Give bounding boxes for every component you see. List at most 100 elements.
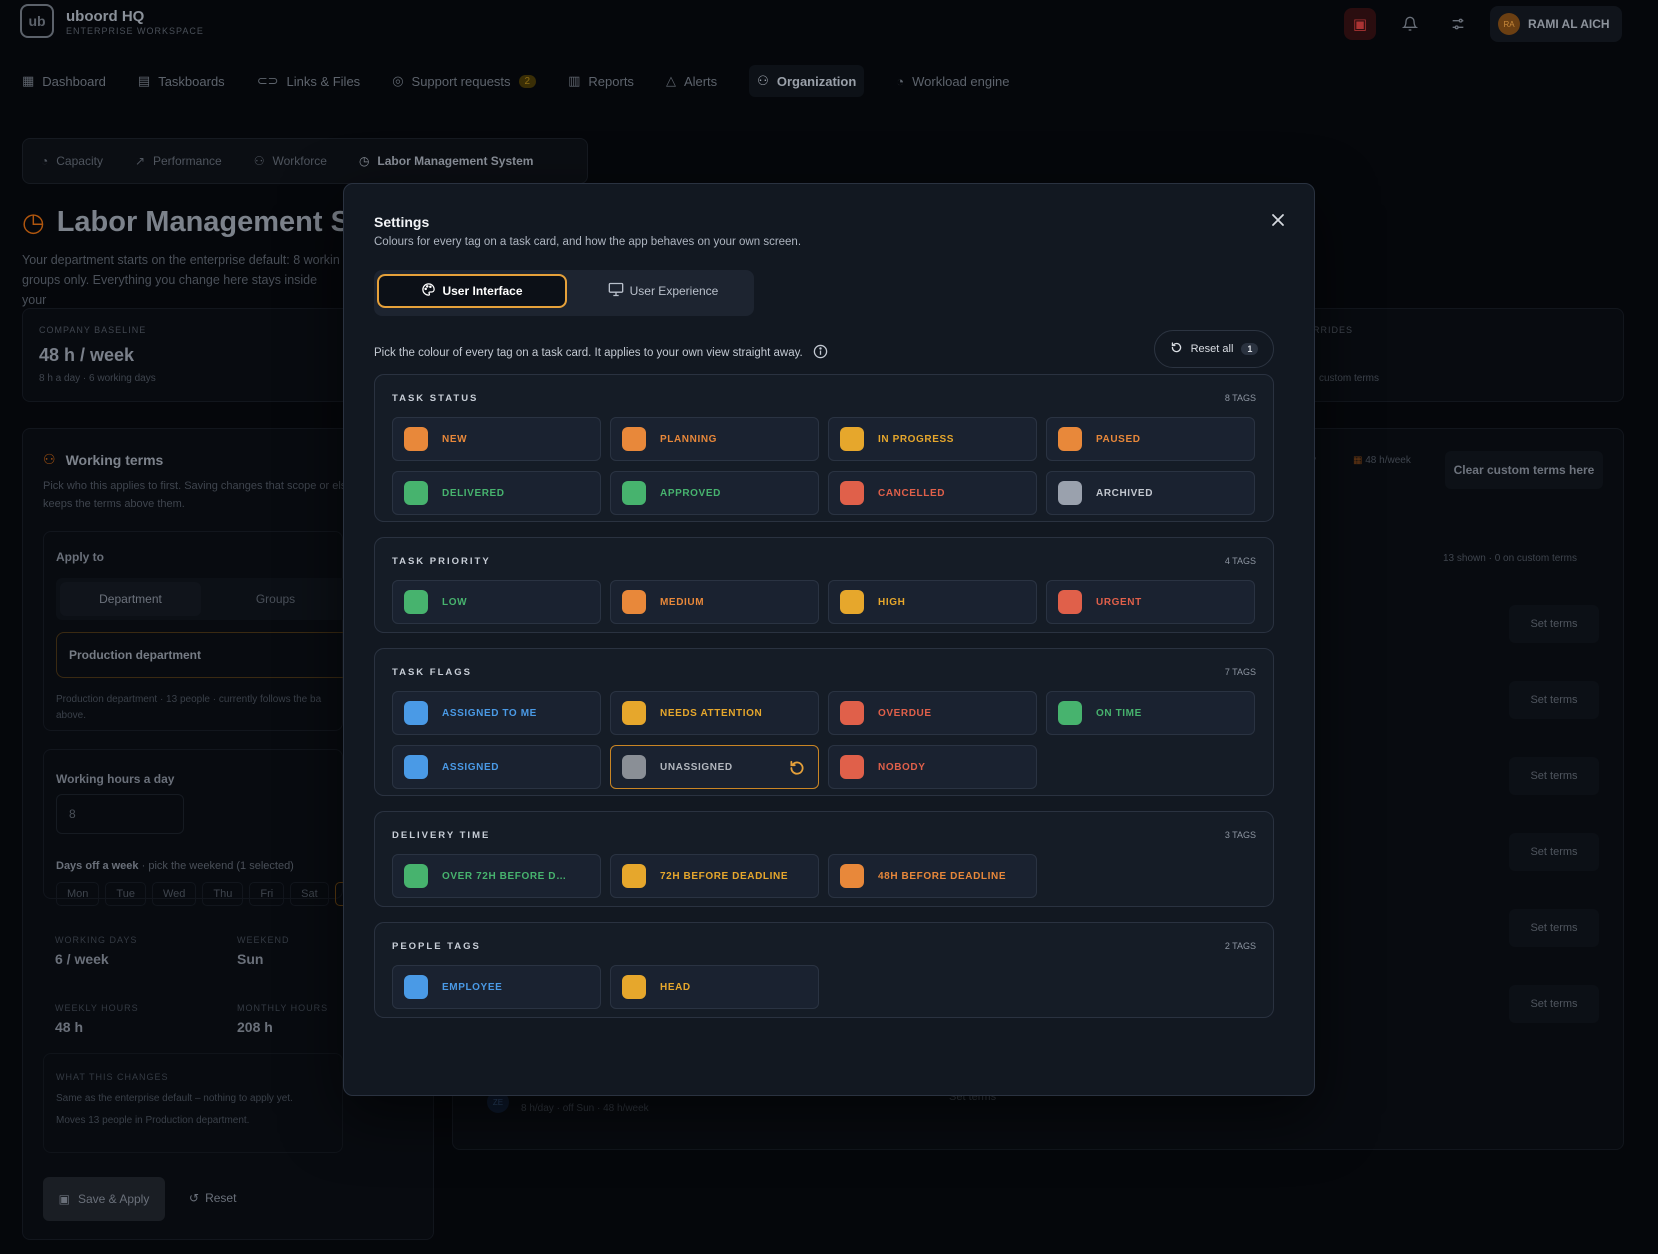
nav-reports[interactable]: ▥ Reports: [568, 73, 634, 89]
tag-label: OVERDUE: [878, 707, 932, 719]
day-fri[interactable]: Fri: [249, 882, 285, 906]
tag-on-time[interactable]: ON TIME: [1046, 691, 1255, 735]
set-terms-button[interactable]: Set terms: [1509, 909, 1599, 947]
colour-swatch[interactable]: [622, 481, 646, 505]
subtab-capacity[interactable]: ◔ Capacity: [41, 154, 103, 168]
tag-label: NEW: [442, 433, 468, 445]
clear-custom-terms-button[interactable]: Clear custom terms here: [1445, 451, 1603, 489]
hours-input[interactable]: 8: [56, 794, 184, 834]
nav-taskboards[interactable]: ▤ Taskboards: [138, 73, 225, 89]
tag-assigned[interactable]: ASSIGNED: [392, 745, 601, 789]
tag-cancelled[interactable]: CANCELLED: [828, 471, 1037, 515]
tag-unassigned[interactable]: UNASSIGNED: [610, 745, 819, 789]
sliders-icon[interactable]: [1442, 8, 1474, 40]
colour-swatch[interactable]: [840, 481, 864, 505]
colour-swatch[interactable]: [622, 755, 646, 779]
day-mon[interactable]: Mon: [56, 882, 100, 906]
colour-swatch[interactable]: [1058, 590, 1082, 614]
set-terms-button[interactable]: Set terms: [1509, 681, 1599, 719]
working-terms-title: ⚇ Working terms: [43, 451, 163, 468]
nav-workload-engine[interactable]: ◔ Workload engine: [896, 74, 1009, 89]
colour-swatch[interactable]: [622, 427, 646, 451]
colour-swatch[interactable]: [1058, 701, 1082, 725]
colour-swatch[interactable]: [622, 975, 646, 999]
subtab-workforce[interactable]: ⚇ Workforce: [254, 154, 327, 168]
tag-new[interactable]: NEW: [392, 417, 601, 461]
save-apply-button[interactable]: ▣ Save & Apply: [43, 1177, 165, 1221]
section-tag-count: 3 TAGS: [1224, 830, 1256, 840]
set-terms-button[interactable]: Set terms: [1509, 833, 1599, 871]
close-icon[interactable]: [1264, 206, 1292, 234]
tab-user-experience[interactable]: User Experience: [568, 274, 758, 308]
tag-needs-attention[interactable]: NEEDS ATTENTION: [610, 691, 819, 735]
colour-swatch[interactable]: [840, 864, 864, 888]
colour-swatch[interactable]: [404, 427, 428, 451]
nav-alerts[interactable]: △ Alerts: [666, 73, 717, 89]
stat-label: WORKING DAYS: [55, 935, 138, 945]
colour-swatch[interactable]: [404, 864, 428, 888]
colour-swatch[interactable]: [622, 864, 646, 888]
day-thu[interactable]: Thu: [202, 882, 244, 906]
colour-swatch[interactable]: [840, 590, 864, 614]
tag-colour-hint: Pick the colour of every tag on a task c…: [374, 344, 828, 362]
set-terms-button[interactable]: Set terms: [1509, 605, 1599, 643]
colour-swatch[interactable]: [840, 701, 864, 725]
section-title: TASK FLAGS: [392, 667, 472, 678]
avatar: RA: [1498, 13, 1520, 35]
set-terms-button[interactable]: Set terms: [1509, 985, 1599, 1023]
calendar-alert-icon[interactable]: ▣: [1344, 8, 1376, 40]
tag-head[interactable]: HEAD: [610, 965, 819, 1009]
scope-department[interactable]: Department: [60, 582, 201, 616]
tag-high[interactable]: HIGH: [828, 580, 1037, 624]
nav-organization[interactable]: ⚇ Organization: [749, 65, 865, 97]
bell-icon[interactable]: [1394, 8, 1426, 40]
nav-support-requests[interactable]: ◎ Support requests 2: [392, 73, 537, 89]
tag-72h-before-deadline[interactable]: 72H BEFORE DEADLINE: [610, 854, 819, 898]
tag-medium[interactable]: MEDIUM: [610, 580, 819, 624]
tag-label: ASSIGNED: [442, 761, 500, 773]
tag-approved[interactable]: APPROVED: [610, 471, 819, 515]
nav-dashboard[interactable]: ▦ Dashboard: [22, 73, 106, 89]
colour-swatch[interactable]: [840, 427, 864, 451]
colour-swatch[interactable]: [404, 975, 428, 999]
tag-overdue[interactable]: OVERDUE: [828, 691, 1037, 735]
tag-archived[interactable]: ARCHIVED: [1046, 471, 1255, 515]
colour-swatch[interactable]: [404, 481, 428, 505]
subtab-performance[interactable]: ↗ Performance: [135, 154, 222, 168]
subtab-labor-management[interactable]: ◷ Labor Management System: [359, 154, 534, 168]
tag-low[interactable]: LOW: [392, 580, 601, 624]
colour-swatch[interactable]: [840, 755, 864, 779]
colour-swatch[interactable]: [404, 701, 428, 725]
stat-value: Sun: [237, 951, 264, 967]
colour-swatch[interactable]: [404, 755, 428, 779]
user-menu[interactable]: RA RAMI AL AICH: [1490, 6, 1622, 42]
stat-label: MONTHLY HOURS: [237, 1003, 329, 1013]
department-select[interactable]: Production department: [56, 632, 356, 678]
tab-user-interface[interactable]: User Interface: [377, 274, 567, 308]
colour-swatch[interactable]: [622, 701, 646, 725]
scope-groups[interactable]: Groups: [255, 592, 296, 606]
info-icon[interactable]: [813, 344, 828, 362]
tag-in-progress[interactable]: IN PROGRESS: [828, 417, 1037, 461]
tag-48h-before-deadline[interactable]: 48H BEFORE DEADLINE: [828, 854, 1037, 898]
nav-links-files[interactable]: ⊂⊃ Links & Files: [257, 73, 361, 89]
day-sat[interactable]: Sat: [290, 882, 329, 906]
day-wed[interactable]: Wed: [151, 882, 197, 906]
colour-swatch[interactable]: [1058, 481, 1082, 505]
tag-urgent[interactable]: URGENT: [1046, 580, 1255, 624]
reset-tag-icon[interactable]: [788, 759, 806, 777]
tag-assigned-to-me[interactable]: ASSIGNED TO ME: [392, 691, 601, 735]
tag-nobody[interactable]: NOBODY: [828, 745, 1037, 789]
tag-over-72h-before-de[interactable]: OVER 72H BEFORE DE...: [392, 854, 601, 898]
reset-all-button[interactable]: Reset all 1: [1154, 330, 1274, 368]
tag-delivered[interactable]: DELIVERED: [392, 471, 601, 515]
colour-swatch[interactable]: [1058, 427, 1082, 451]
tag-employee[interactable]: EMPLOYEE: [392, 965, 601, 1009]
set-terms-button[interactable]: Set terms: [1509, 757, 1599, 795]
day-tue[interactable]: Tue: [105, 882, 146, 906]
tag-planning[interactable]: PLANNING: [610, 417, 819, 461]
colour-swatch[interactable]: [622, 590, 646, 614]
colour-swatch[interactable]: [404, 590, 428, 614]
tag-paused[interactable]: PAUSED: [1046, 417, 1255, 461]
reset-button[interactable]: ↺ Reset: [189, 1191, 236, 1205]
